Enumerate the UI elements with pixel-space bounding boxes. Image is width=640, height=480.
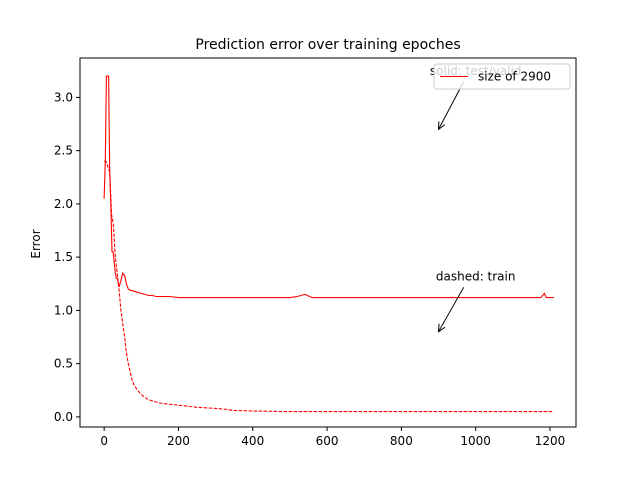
- y-axis-label: Error: [29, 229, 43, 258]
- y-tick-label: 3.0: [54, 90, 73, 104]
- x-tick-label: 0: [100, 434, 108, 448]
- annotation-text: dashed: train: [436, 269, 516, 283]
- chart-title: Prediction error over training epoches: [195, 37, 460, 53]
- axis-ticks: 0 200 400 600 800 1000 1200 0.0 0.5 1.0 1.5 2.0 2.5 3…: [54, 90, 565, 448]
- x-tick-label: 600: [316, 434, 339, 448]
- x-tick-label: 800: [390, 434, 413, 448]
- plot-area: [103, 75, 554, 413]
- plot-frame: [79, 57, 577, 428]
- annotation-arrow-line: [438, 81, 465, 130]
- y-tick-label: 1.0: [54, 303, 73, 317]
- y-tick-label: 0.5: [54, 357, 73, 371]
- series-line-solid: [103, 75, 554, 299]
- annotation-arrow-head: [437, 121, 446, 131]
- x-tick-label: 400: [241, 434, 264, 448]
- x-tick-label: 1200: [535, 434, 566, 448]
- x-tick-label: 1000: [460, 434, 491, 448]
- y-tick-label: 2.0: [54, 197, 73, 211]
- x-tick-label: 200: [167, 434, 190, 448]
- y-tick-label: 2.5: [54, 144, 73, 158]
- legend: size of 2900: [433, 63, 571, 90]
- annotations: solid: test/validdashed: train: [430, 64, 521, 333]
- annotation-arrow-line: [438, 287, 465, 332]
- y-tick-label: 1.5: [54, 250, 73, 264]
- y-tick-label: 0.0: [54, 410, 73, 424]
- legend-label: size of 2900: [478, 70, 551, 84]
- legend-box: [433, 63, 571, 90]
- series-line-dashed: [104, 160, 554, 413]
- annotation-arrow-head: [437, 323, 446, 333]
